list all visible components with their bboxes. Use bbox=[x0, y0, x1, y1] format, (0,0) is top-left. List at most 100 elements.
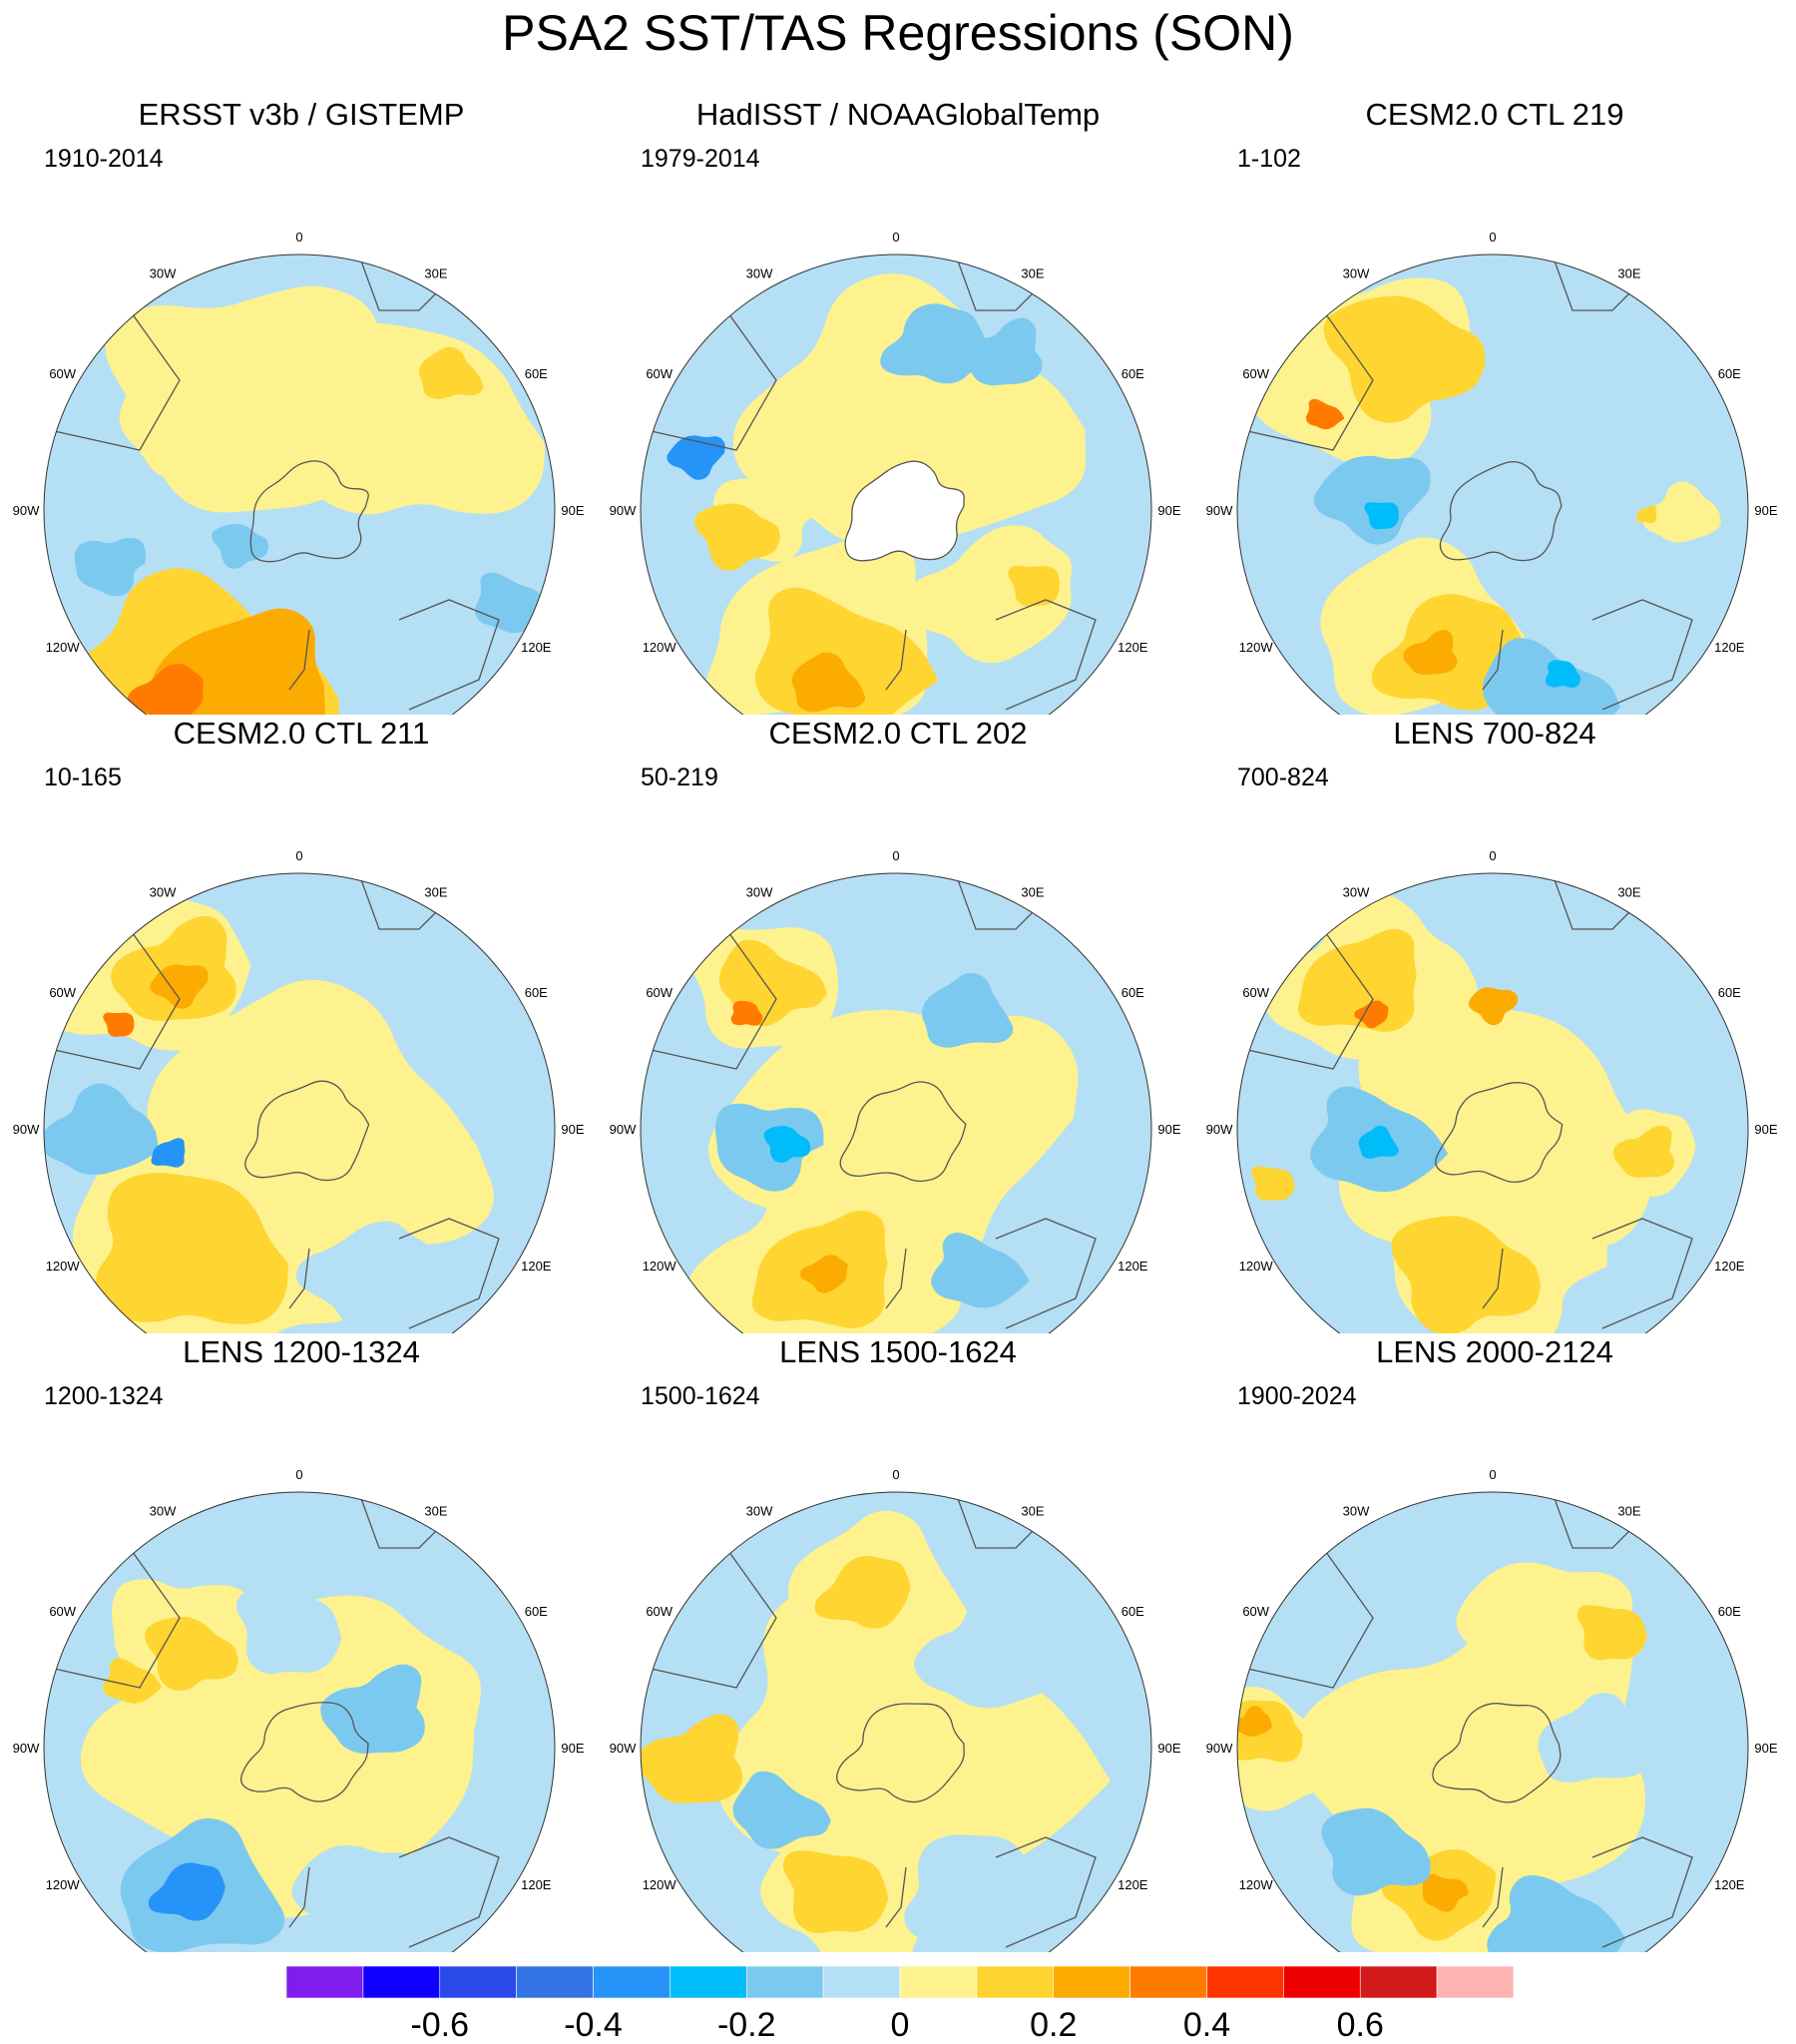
longitude-label: 120E bbox=[1714, 640, 1745, 655]
longitude-label: 30E bbox=[1617, 266, 1640, 281]
australia-coastline bbox=[1591, 1836, 1693, 1948]
longitude-label: 90W bbox=[13, 1122, 40, 1137]
africa-coastline bbox=[1552, 1492, 1643, 1549]
longitude-label: 120W bbox=[1239, 1877, 1274, 1892]
longitude-label: 30E bbox=[424, 266, 447, 281]
longitude-label: 60W bbox=[1242, 1604, 1269, 1619]
anomaly-contour bbox=[138, 608, 325, 715]
longitude-label: 0 bbox=[1489, 848, 1496, 863]
map-boundary bbox=[640, 872, 1152, 1333]
map-boundary bbox=[43, 1491, 556, 1952]
longitude-label: 120W bbox=[46, 640, 81, 655]
polar-stereographic-map: 030E60E90E120E150E180150W120W90W60W30W bbox=[610, 1467, 1181, 1952]
polar-stereographic-map: 030E60E90E120E150E180150W120W90W60W30W bbox=[13, 230, 585, 715]
anomaly-contour bbox=[103, 1012, 135, 1037]
anomaly-contour bbox=[694, 503, 780, 571]
longitude-label: 90W bbox=[13, 503, 40, 518]
anomaly-contour bbox=[714, 1103, 824, 1192]
longitude-label: 90W bbox=[610, 1741, 637, 1756]
longitude-label: 60W bbox=[49, 366, 76, 381]
colorbar-swatch bbox=[286, 1965, 364, 1999]
south-america-coastline bbox=[646, 928, 777, 1070]
anomaly-contour bbox=[145, 1617, 238, 1691]
colorbar-swatch bbox=[1436, 1965, 1514, 1999]
longitude-label: 0 bbox=[295, 1467, 302, 1482]
anomaly-contour bbox=[1576, 1605, 1647, 1661]
colorbar bbox=[286, 1965, 1514, 1999]
polar-stereographic-map: 030E60E90E120E150E180150W120W90W60W30W bbox=[1206, 230, 1778, 715]
antarctica-coastline bbox=[249, 460, 369, 563]
panel-title: LENS 2000-2124 bbox=[1376, 1334, 1613, 1369]
map-panel: 030E60E90E120E150E180150W120W90W60W30WLE… bbox=[609, 1333, 1187, 1952]
colorbar-swatch bbox=[899, 1965, 978, 1999]
longitude-label: 120W bbox=[46, 1877, 81, 1892]
longitude-label: 90E bbox=[1754, 503, 1777, 518]
new-zealand-coastline bbox=[288, 629, 310, 691]
longitude-label: 30W bbox=[1343, 885, 1370, 900]
anomaly-contour bbox=[1422, 1873, 1469, 1912]
anomaly-contour bbox=[1391, 1216, 1542, 1333]
anomaly-contour bbox=[1468, 987, 1519, 1026]
new-zealand-coastline bbox=[885, 1866, 907, 1928]
longitude-label: 90E bbox=[1157, 1741, 1180, 1756]
longitude-label: 120W bbox=[643, 640, 677, 655]
antarctica-coastline bbox=[244, 1080, 370, 1182]
colorbar-swatch bbox=[516, 1965, 594, 1999]
map-panel: 030E60E90E120E150E180150W120W90W60W30WLE… bbox=[1205, 1333, 1784, 1952]
antarctica-coastline bbox=[836, 1703, 965, 1803]
anomaly-contour bbox=[1250, 1166, 1295, 1202]
longitude-label: 30W bbox=[1343, 1504, 1370, 1519]
anomaly-contour bbox=[900, 525, 1073, 664]
anomaly-contour bbox=[306, 322, 546, 515]
longitude-label: 120E bbox=[1118, 1877, 1148, 1892]
polar-stereographic-map: 030E60E90E120E150E180150W120W90W60W30W bbox=[13, 848, 585, 1333]
map-panel: 030E60E90E120E150E180150W120W90W60W30WER… bbox=[12, 96, 591, 715]
anomaly-contour bbox=[212, 523, 269, 569]
panel-title: CESM2.0 CTL 219 bbox=[1365, 97, 1624, 132]
longitude-label: 90E bbox=[561, 1122, 584, 1137]
longitude-label: 60W bbox=[1242, 985, 1269, 1000]
anomaly-contour bbox=[1456, 1562, 1633, 1700]
longitude-label: 30W bbox=[150, 1504, 177, 1519]
longitude-label: 120W bbox=[643, 1259, 677, 1274]
anomaly-contour bbox=[931, 1232, 1030, 1308]
longitude-label: 120W bbox=[1239, 640, 1274, 655]
colorbar-swatch bbox=[670, 1965, 747, 1999]
colorbar-tick-label: -0.4 bbox=[564, 2006, 623, 2044]
anomaly-contour bbox=[732, 1771, 831, 1849]
anomaly-contour bbox=[1545, 660, 1580, 688]
south-america-coastline bbox=[646, 1547, 777, 1689]
anomaly-contour bbox=[295, 1221, 430, 1329]
anomaly-contour bbox=[151, 1138, 186, 1168]
longitude-label: 60E bbox=[1122, 1604, 1144, 1619]
longitude-label: 30E bbox=[1021, 1504, 1044, 1519]
longitude-label: 60E bbox=[525, 1604, 548, 1619]
period-label: 1910-2014 bbox=[44, 145, 164, 173]
anomaly-contour bbox=[1483, 638, 1620, 715]
longitude-label: 90E bbox=[1157, 503, 1180, 518]
longitude-label: 30E bbox=[424, 885, 447, 900]
new-zealand-coastline bbox=[1482, 1248, 1504, 1309]
longitude-label: 90W bbox=[1206, 503, 1233, 518]
longitude-label: 30E bbox=[1021, 885, 1044, 900]
anomaly-contour bbox=[1321, 1807, 1431, 1896]
longitude-label: 120E bbox=[521, 640, 552, 655]
map-boundary bbox=[1236, 872, 1749, 1333]
south-america-coastline bbox=[1242, 928, 1374, 1070]
colorbar-tick-label: -0.6 bbox=[410, 2006, 470, 2044]
anomaly-contour bbox=[44, 1083, 159, 1176]
australia-coastline bbox=[1591, 1218, 1693, 1329]
longitude-label: 30E bbox=[1617, 1504, 1640, 1519]
anomaly-contour bbox=[880, 303, 987, 384]
period-label: 1900-2024 bbox=[1237, 1382, 1357, 1410]
longitude-label: 90W bbox=[1206, 1741, 1233, 1756]
australia-coastline bbox=[995, 1836, 1097, 1948]
australia-coastline bbox=[398, 1218, 500, 1329]
anomaly-contour bbox=[814, 1555, 911, 1629]
anomaly-contour bbox=[1538, 1693, 1647, 1783]
anomaly-contour bbox=[1642, 481, 1721, 543]
panel-title: LENS 700-824 bbox=[1393, 716, 1596, 751]
colorbar-tick-label: -0.2 bbox=[716, 2006, 776, 2044]
panel-title: HadISST / NOAAGlobalTemp bbox=[695, 97, 1101, 132]
colorbar-swatch bbox=[822, 1965, 901, 1999]
